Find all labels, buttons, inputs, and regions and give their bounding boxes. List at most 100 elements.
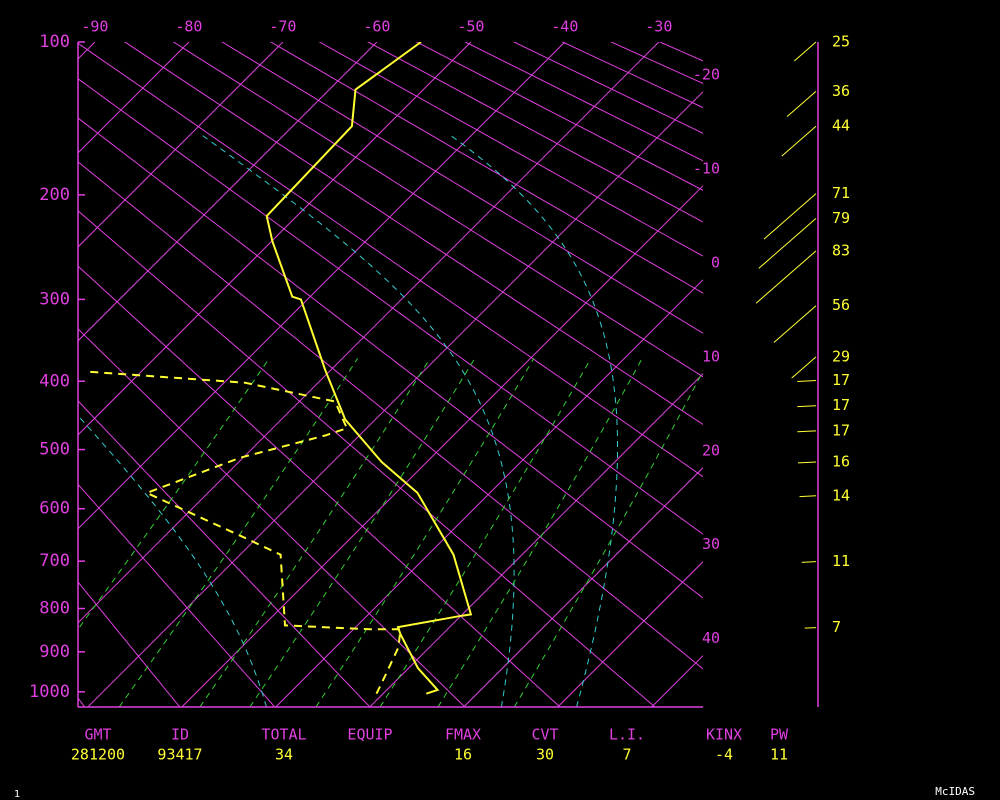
isotherm [275,279,703,707]
isotherm-label: 20 [702,441,720,459]
wind-speed-label: 17 [832,371,850,389]
wind-barb [797,430,817,433]
y-tick-label: 1000 [29,682,70,702]
y-tick-label: 500 [39,440,70,460]
wind-barb [799,495,817,498]
diagram-grid [0,21,1000,729]
x-tick-label: -30 [645,18,672,36]
y-tick-label: 600 [39,499,70,519]
dry-adiabat [78,265,561,707]
wind-speed-label: 17 [832,421,850,439]
stat-value: 281200 [71,746,125,764]
wind-speed-label: 14 [832,486,850,504]
x-tick-label: -90 [81,18,108,36]
stat-value: 16 [454,746,472,764]
wind-barb [763,193,817,240]
dry-adiabat [658,42,703,62]
x-tick-label: -60 [363,18,390,36]
isotherm [78,42,472,436]
mixing-ratio-line [78,358,270,631]
wind-speed-label: 44 [832,117,850,135]
stat-value: 34 [275,746,293,764]
dry-adiabat [269,42,703,294]
wind-speed-label: 29 [832,347,850,365]
isotherm [463,467,703,707]
wind-speed-label: 36 [832,82,850,100]
stat-label: KINX [706,726,742,744]
dry-adiabat [78,78,703,535]
wind-speed-label: 83 [832,241,850,259]
stat-label: L.I. [609,726,645,744]
x-tick-label: -40 [551,18,578,36]
mixing-ratio-line [199,358,431,707]
dry-adiabat [123,42,703,425]
stat-value: -4 [715,746,733,764]
wind-barb [804,627,817,629]
wind-barb [801,561,817,563]
stat-value: 93417 [157,746,202,764]
wind-barb [758,217,817,269]
dry-adiabat [78,400,371,707]
dry-adiabat [78,42,703,478]
isotherm [78,42,284,248]
dry-adiabat [221,42,703,334]
mixing-ratio-line [118,358,359,707]
mixing-ratio-line [315,358,535,707]
y-tick-label: 200 [39,185,70,205]
footer-left: 1 [14,789,20,800]
isotherm [78,42,378,342]
wind-speed-label: 17 [832,396,850,414]
wind-speed-label: 56 [832,296,850,314]
temperature-trace [265,42,473,695]
dry-adiabat [367,42,703,223]
stat-label: EQUIP [347,726,392,744]
wind-barb [791,356,817,379]
wind-speed-label: 25 [832,33,850,51]
dry-adiabat [610,42,703,84]
isotherm-label: 30 [702,535,720,553]
mixing-ratio-line [513,370,703,707]
dewpoint-trace [84,370,402,695]
stat-label: FMAX [445,726,481,744]
dry-adiabat [78,210,656,707]
wind-speed-label: 7 [832,618,841,636]
stat-label: TOTAL [261,726,306,744]
isotherm-label: 0 [711,253,720,271]
mixing-ratio-line [437,358,643,707]
y-tick-label: 400 [39,371,70,391]
wind-barb [797,461,817,464]
isotherm [181,185,703,707]
stat-label: CVT [531,726,558,744]
y-tick-label: 100 [39,32,70,52]
dry-adiabat [78,581,181,707]
x-tick-label: -50 [457,18,484,36]
moist-adiabat [201,134,515,707]
x-tick-label: -70 [269,18,296,36]
dry-adiabat [561,42,703,109]
y-tick-label: 800 [39,599,70,619]
stat-label: GMT [84,726,111,744]
wind-barb [755,250,817,304]
dry-adiabat [464,42,703,162]
y-tick-label: 700 [39,551,70,571]
isotherm-label: 40 [702,629,720,647]
wind-barb [793,41,817,62]
wind-barb [786,90,817,118]
wind-speed-label: 71 [832,184,850,202]
wind-barb [797,380,817,382]
wind-speed-label: 16 [832,453,850,471]
wind-barb [773,305,817,343]
isotherm [651,655,703,707]
wind-speed-label: 11 [832,552,850,570]
stat-value: 11 [770,746,788,764]
stat-label: PW [770,726,789,744]
moist-adiabat [449,134,618,707]
mixing-ratio-line [249,358,476,707]
dry-adiabat [0,21,5,729]
dry-adiabat [78,483,276,707]
dry-adiabat [660,21,1000,729]
isotherm-label: -20 [693,65,720,83]
y-tick-label: 900 [39,642,70,662]
